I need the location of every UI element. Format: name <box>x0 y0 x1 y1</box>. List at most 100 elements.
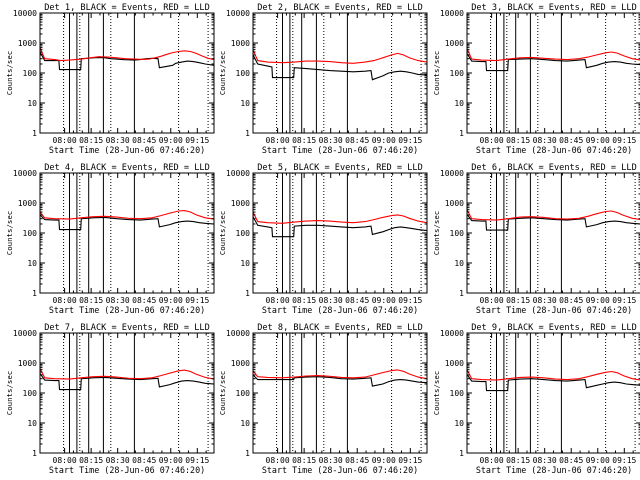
series-line-lld <box>252 369 428 380</box>
plot-frame <box>252 332 428 454</box>
x-axis-label: Start Time (28-Jun-06 07:46:20) <box>49 305 205 315</box>
x-tick-label: 09:15 <box>398 136 422 145</box>
x-tick-label: 08:15 <box>79 296 103 305</box>
y-tick-label: 10 <box>454 419 464 428</box>
x-tick-label: 09:15 <box>398 296 422 305</box>
y-tick-label: 1 <box>245 129 250 138</box>
x-tick-label: 08:45 <box>132 296 156 305</box>
x-tick-label: 08:15 <box>506 456 530 465</box>
x-tick-label: 08:00 <box>53 296 77 305</box>
detector-panel-8: 1 10 100 1000 10000 08:00 08:15 08:30 08:45 09:00… <box>218 323 428 475</box>
chart-title: Det 6, BLACK = Events, RED = LLD <box>471 163 637 173</box>
y-tick-label: 1 <box>32 449 37 458</box>
series-line-events <box>466 53 640 72</box>
x-tick-label: 09:15 <box>612 456 636 465</box>
y-tick-label: 10 <box>454 99 464 108</box>
x-tick-label: 09:00 <box>372 136 396 145</box>
x-tick-label: 08:45 <box>345 456 369 465</box>
chart-title: Det 8, BLACK = Events, RED = LLD <box>257 323 423 333</box>
y-tick-label: 100 <box>23 389 38 398</box>
chart-title: Det 9, BLACK = Events, RED = LLD <box>471 323 637 333</box>
y-tick-label: 1 <box>459 449 464 458</box>
plot-frame <box>466 172 640 294</box>
x-tick-label: 08:00 <box>266 136 290 145</box>
x-axis-label: Start Time (28-Jun-06 07:46:20) <box>262 465 418 475</box>
y-tick-label: 1000 <box>18 199 37 208</box>
chart-title: Det 4, BLACK = Events, RED = LLD <box>44 163 210 173</box>
x-axis-label: Start Time (28-Jun-06 07:46:20) <box>476 305 632 315</box>
y-tick-label: 1000 <box>231 199 250 208</box>
y-tick-label: 100 <box>23 69 38 78</box>
plot-frame <box>466 332 640 454</box>
plot-frame <box>39 172 215 294</box>
y-tick-label: 10 <box>27 419 37 428</box>
series-line-events <box>466 373 640 392</box>
x-tick-label: 08:15 <box>506 296 530 305</box>
x-axis-label: Start Time (28-Jun-06 07:46:20) <box>476 145 632 155</box>
x-axis-label: Start Time (28-Jun-06 07:46:20) <box>262 145 418 155</box>
chart-title: Det 7, BLACK = Events, RED = LLD <box>44 323 210 333</box>
plot-frame <box>252 172 428 294</box>
x-tick-label: 08:15 <box>506 136 530 145</box>
chart-title: Det 1, BLACK = Events, RED = LLD <box>44 3 210 13</box>
series-line-lld <box>39 47 215 62</box>
y-tick-label: 100 <box>236 69 251 78</box>
plot-frame <box>466 12 640 134</box>
x-tick-label: 09:00 <box>372 456 396 465</box>
x-tick-label: 08:30 <box>106 296 130 305</box>
y-axis-label: Counts/sec <box>432 371 441 416</box>
y-tick-label: 10000 <box>440 169 464 178</box>
y-tick-label: 1000 <box>18 39 37 48</box>
series-line-lld <box>39 210 215 220</box>
x-axis-label: Start Time (28-Jun-06 07:46:20) <box>476 465 632 475</box>
series-line-events <box>252 216 428 238</box>
y-tick-label: 1000 <box>445 39 464 48</box>
y-tick-label: 10 <box>454 259 464 268</box>
x-tick-label: 08:30 <box>533 136 557 145</box>
y-tick-label: 1 <box>32 289 37 298</box>
y-tick-label: 1000 <box>231 39 250 48</box>
x-axis-label: Start Time (28-Jun-06 07:46:20) <box>49 465 205 475</box>
y-tick-label: 100 <box>236 229 251 238</box>
x-tick-label: 08:00 <box>480 456 504 465</box>
y-tick-label: 1 <box>459 129 464 138</box>
x-tick-label: 09:00 <box>159 456 183 465</box>
x-tick-label: 08:30 <box>106 456 130 465</box>
y-tick-label: 10000 <box>13 329 37 338</box>
y-tick-label: 10000 <box>440 9 464 18</box>
detector-panel-5: 1 10 100 1000 10000 08:00 08:15 08:30 08:45 09:00… <box>218 163 428 315</box>
y-tick-label: 1 <box>32 129 37 138</box>
y-axis-label: Counts/sec <box>218 371 227 416</box>
x-tick-label: 08:00 <box>53 456 77 465</box>
y-axis-label: Counts/sec <box>432 51 441 96</box>
x-tick-label: 09:15 <box>185 136 209 145</box>
x-tick-label: 09:15 <box>185 296 209 305</box>
y-tick-label: 1000 <box>445 359 464 368</box>
detector-panel-1: 1 10 100 1000 10000 08:00 08:15 08:30 08:45 09:00… <box>5 3 215 155</box>
y-tick-label: 1000 <box>231 359 250 368</box>
x-tick-label: 08:45 <box>559 456 583 465</box>
series-line-lld <box>466 369 640 381</box>
chart-title: Det 5, BLACK = Events, RED = LLD <box>257 163 423 173</box>
x-axis-label: Start Time (28-Jun-06 07:46:20) <box>262 305 418 315</box>
series-line-events <box>39 373 215 391</box>
x-tick-label: 09:15 <box>612 296 636 305</box>
y-axis-label: Counts/sec <box>218 211 227 256</box>
x-tick-label: 08:45 <box>132 136 156 145</box>
y-tick-label: 100 <box>450 69 465 78</box>
x-tick-label: 09:15 <box>612 136 636 145</box>
y-axis-label: Counts/sec <box>218 51 227 96</box>
y-tick-label: 10 <box>27 99 37 108</box>
y-tick-label: 10000 <box>226 329 250 338</box>
y-axis-label: Counts/sec <box>5 211 14 256</box>
y-tick-label: 10 <box>240 259 250 268</box>
y-tick-label: 1 <box>459 289 464 298</box>
x-tick-label: 08:30 <box>533 296 557 305</box>
x-axis-label: Start Time (28-Jun-06 07:46:20) <box>49 145 205 155</box>
x-tick-label: 08:00 <box>266 456 290 465</box>
y-axis-label: Counts/sec <box>5 371 14 416</box>
x-tick-label: 08:15 <box>292 136 316 145</box>
plot-frame <box>39 332 215 454</box>
x-tick-label: 09:15 <box>398 456 422 465</box>
chart-title: Det 3, BLACK = Events, RED = LLD <box>471 3 637 13</box>
